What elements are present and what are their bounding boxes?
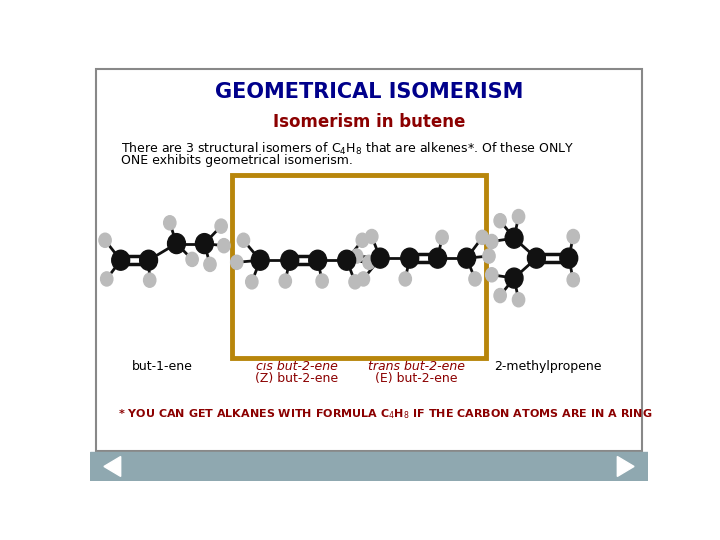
Ellipse shape xyxy=(309,250,327,270)
Ellipse shape xyxy=(349,275,361,289)
Ellipse shape xyxy=(251,250,269,270)
Ellipse shape xyxy=(485,234,498,248)
Ellipse shape xyxy=(143,273,156,287)
Ellipse shape xyxy=(485,268,498,282)
Text: (Z) but-2-ene: (Z) but-2-ene xyxy=(255,372,338,385)
Ellipse shape xyxy=(567,273,580,287)
Ellipse shape xyxy=(246,275,258,289)
Ellipse shape xyxy=(505,228,523,248)
Ellipse shape xyxy=(436,230,449,245)
Ellipse shape xyxy=(363,255,375,269)
Ellipse shape xyxy=(230,255,243,269)
Ellipse shape xyxy=(399,272,411,286)
Bar xyxy=(233,175,486,358)
Text: trans but-2-ene: trans but-2-ene xyxy=(368,360,465,373)
Ellipse shape xyxy=(186,252,198,266)
Ellipse shape xyxy=(279,274,292,288)
Ellipse shape xyxy=(505,268,523,288)
Ellipse shape xyxy=(366,230,378,244)
Ellipse shape xyxy=(356,233,369,247)
Ellipse shape xyxy=(494,214,506,228)
Text: (E) but-2-ene: (E) but-2-ene xyxy=(375,372,458,385)
Ellipse shape xyxy=(101,272,113,286)
Ellipse shape xyxy=(338,250,356,270)
Text: 2-methylpropene: 2-methylpropene xyxy=(494,360,601,373)
Text: Isomerism in butene: Isomerism in butene xyxy=(273,113,465,131)
Ellipse shape xyxy=(215,219,228,233)
Ellipse shape xyxy=(168,234,186,254)
Text: GEOMETRICAL ISOMERISM: GEOMETRICAL ISOMERISM xyxy=(215,82,523,102)
Ellipse shape xyxy=(528,248,545,268)
Text: ONE exhibits geometrical isomerism.: ONE exhibits geometrical isomerism. xyxy=(121,154,353,167)
Ellipse shape xyxy=(567,230,580,244)
Ellipse shape xyxy=(281,250,299,270)
Ellipse shape xyxy=(351,249,363,263)
Polygon shape xyxy=(104,456,121,476)
Ellipse shape xyxy=(513,210,525,224)
Text: * YOU CAN GET ALKANES WITH FORMULA C$_4$H$_8$ IF THE CARBON ATOMS ARE IN A RING: * YOU CAN GET ALKANES WITH FORMULA C$_4$… xyxy=(118,407,652,421)
Ellipse shape xyxy=(99,233,111,247)
Ellipse shape xyxy=(372,248,389,268)
Ellipse shape xyxy=(217,239,230,253)
Ellipse shape xyxy=(112,250,130,270)
Ellipse shape xyxy=(458,248,476,268)
Ellipse shape xyxy=(204,258,216,272)
Text: There are 3 structural isomers of C$_4$H$_8$ that are alkenes*. Of these ONLY: There are 3 structural isomers of C$_4$H… xyxy=(121,141,574,157)
Ellipse shape xyxy=(494,288,506,302)
Ellipse shape xyxy=(238,233,250,247)
Ellipse shape xyxy=(483,249,495,263)
Text: but-1-ene: but-1-ene xyxy=(132,360,193,373)
Ellipse shape xyxy=(140,250,158,270)
Ellipse shape xyxy=(469,272,481,286)
Ellipse shape xyxy=(476,230,488,245)
Polygon shape xyxy=(617,456,634,476)
Ellipse shape xyxy=(428,248,446,268)
Ellipse shape xyxy=(560,248,577,268)
Ellipse shape xyxy=(401,248,418,268)
Ellipse shape xyxy=(513,293,525,307)
Ellipse shape xyxy=(357,272,369,286)
Bar xyxy=(90,453,648,481)
Ellipse shape xyxy=(195,234,213,254)
Text: cis but-2-ene: cis but-2-ene xyxy=(256,360,338,373)
Ellipse shape xyxy=(163,216,176,230)
Ellipse shape xyxy=(316,274,328,288)
